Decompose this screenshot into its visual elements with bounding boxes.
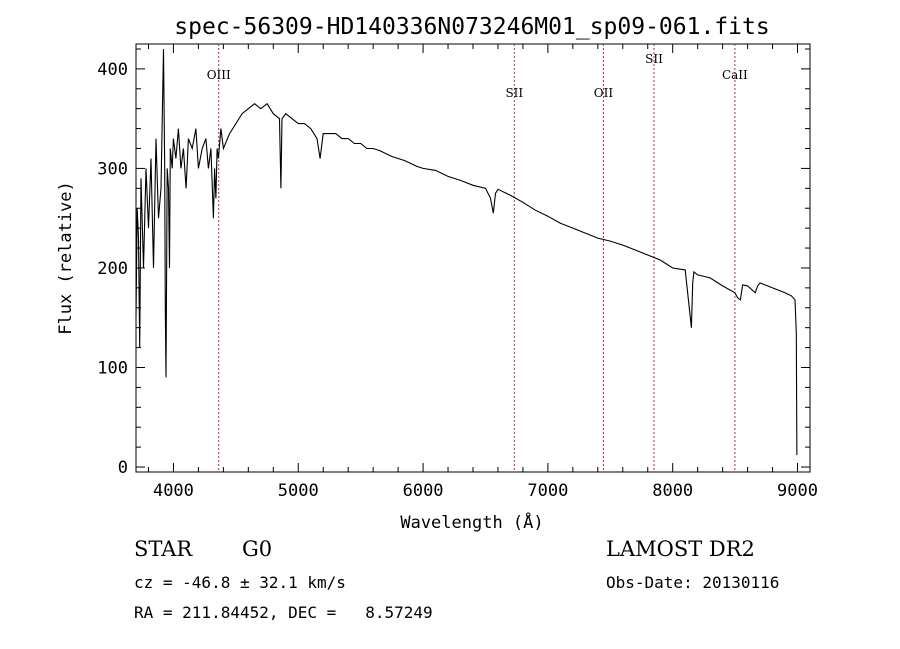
spectrum-line bbox=[135, 48, 798, 456]
marker-label-4: CaII bbox=[722, 68, 748, 82]
y-tick-label: 100 bbox=[97, 358, 128, 378]
x-tick-label: 9000 bbox=[777, 481, 818, 501]
y-tick-label: 0 bbox=[118, 458, 128, 478]
object-type: STAR bbox=[134, 537, 193, 561]
marker-label-1: SII bbox=[505, 86, 523, 100]
chart-title: spec-56309-HD140336N073246M01_sp09-061.f… bbox=[174, 14, 769, 40]
y-tick-label: 400 bbox=[97, 60, 128, 80]
x-tick-label: 7000 bbox=[527, 481, 568, 501]
survey-name: LAMOST DR2 bbox=[606, 537, 755, 561]
plot-frame bbox=[135, 43, 811, 473]
y-tick-label: 300 bbox=[97, 159, 128, 179]
x-tick-label: 4000 bbox=[153, 481, 194, 501]
observation-date: Obs-Date: 20130116 bbox=[606, 573, 780, 592]
x-axis-label: Wavelength (Å) bbox=[400, 511, 543, 533]
x-tick-label: 5000 bbox=[278, 481, 319, 501]
spectral-line-markers: OIII SII OII SII CaII bbox=[207, 44, 748, 472]
spectral-subclass: G0 bbox=[242, 537, 273, 561]
axis-ticks: 4000 5000 6000 7000 8000 9000 0 100 200 300 400 bbox=[97, 44, 818, 501]
y-axis-label: Flux (relative) bbox=[56, 181, 76, 335]
marker-label-0: OIII bbox=[207, 68, 231, 82]
coordinates: RA = 211.84452, DEC = 8.57249 bbox=[134, 603, 433, 622]
x-tick-label: 6000 bbox=[403, 481, 444, 501]
marker-label-2: OII bbox=[594, 86, 614, 100]
x-tick-label: 8000 bbox=[652, 481, 693, 501]
redshift-velocity: cz = -46.8 ± 32.1 km/s bbox=[134, 573, 346, 592]
spectrum-series-0 bbox=[135, 48, 798, 456]
y-tick-label: 200 bbox=[97, 259, 128, 279]
marker-label-3: SII bbox=[645, 52, 663, 66]
